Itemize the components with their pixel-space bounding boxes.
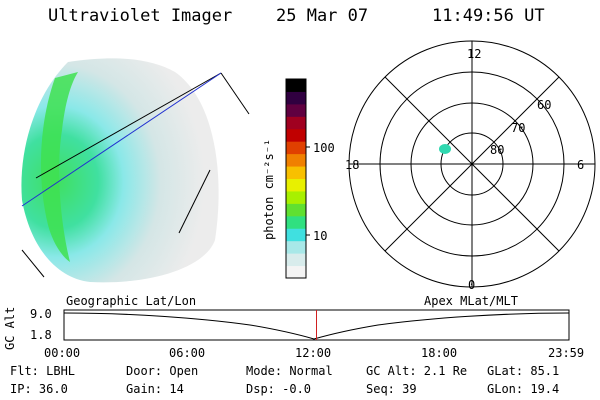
colorbar-label-10: 10 [313, 229, 328, 243]
image-disk [21, 58, 219, 283]
instrument-title: Ultraviolet Imager [48, 6, 233, 26]
polar-plot [348, 40, 596, 288]
mlt-0-label: 0 [468, 278, 476, 292]
colorbar-segment [286, 91, 306, 105]
status-mode: Mode: Normal [246, 364, 333, 378]
lat-70-label: 70 [511, 121, 526, 135]
x-tick-2: 12:00 [295, 346, 332, 360]
colorbar-segment [286, 178, 306, 192]
colorbar-segment [286, 190, 306, 204]
altitude-curve [63, 312, 570, 340]
orbit-y-label: GC Alt [3, 306, 17, 350]
status-door: Door: Open [126, 364, 199, 378]
colorbar-segment [286, 228, 306, 242]
uv-image [21, 58, 250, 283]
colorbar-segment [286, 215, 306, 229]
colorbar-segment [286, 153, 306, 167]
status-glon: GLon: 19.4 [487, 382, 560, 396]
meridian-diag [384, 76, 560, 252]
status-gain: Gain: 14 [126, 382, 184, 396]
x-tick-1: 06:00 [169, 346, 206, 360]
status-seq: Seq: 39 [366, 382, 417, 396]
colorbar-segment [286, 128, 306, 142]
colorbar-segment [286, 166, 306, 179]
colorbar-segment [286, 240, 306, 254]
colorbar-segment [286, 265, 306, 279]
status-ip: IP: 36.0 [10, 382, 68, 396]
status-gc-alt: GC Alt: 2.1 Re [366, 364, 468, 378]
status-dsp: Dsp: -0.0 [246, 382, 312, 396]
color-bar-frame [285, 78, 307, 279]
geo-title: Geographic Lat/Lon [66, 294, 197, 308]
auroral-band [40, 72, 78, 262]
colorbar-unit: photon cm⁻²s⁻¹ [262, 138, 276, 240]
fov-edge [178, 169, 211, 234]
x-tick-0: 00:00 [44, 346, 81, 360]
lat-80-label: 80 [490, 143, 505, 157]
fov-edge [220, 72, 250, 115]
colorbar-segment [286, 103, 306, 117]
mlt-18-label: 18 [345, 158, 360, 172]
orbit-y-bottom: 1.8 [30, 328, 52, 342]
colorbar-label-100: 100 [313, 141, 335, 155]
status-glat: GLat: 85.1 [487, 364, 560, 378]
status-filter: Flt: LBHL [10, 364, 76, 378]
terminator-line [21, 72, 222, 207]
spacecraft-footprint [439, 144, 451, 154]
x-tick-3: 18:00 [421, 346, 458, 360]
fov-edge [21, 249, 45, 278]
colorbar-segment [286, 116, 306, 130]
time-label: 11:49:56 UT [432, 6, 545, 26]
colorbar-segment [286, 79, 306, 92]
limb-line [35, 72, 222, 179]
colorbar-segment [286, 141, 306, 155]
apex-title: Apex MLat/MLT [424, 294, 518, 308]
colorbar-segment [286, 203, 306, 217]
mlt-12-label: 12 [467, 47, 482, 61]
colorbar-segment [286, 253, 306, 267]
color-bar [286, 79, 306, 279]
mlt-6-label: 6 [577, 158, 585, 172]
lat-60-label: 60 [537, 98, 552, 112]
orbit-y-top: 9.0 [30, 307, 52, 321]
x-tick-4: 23:59 [548, 346, 585, 360]
date-label: 25 Mar 07 [276, 6, 369, 26]
